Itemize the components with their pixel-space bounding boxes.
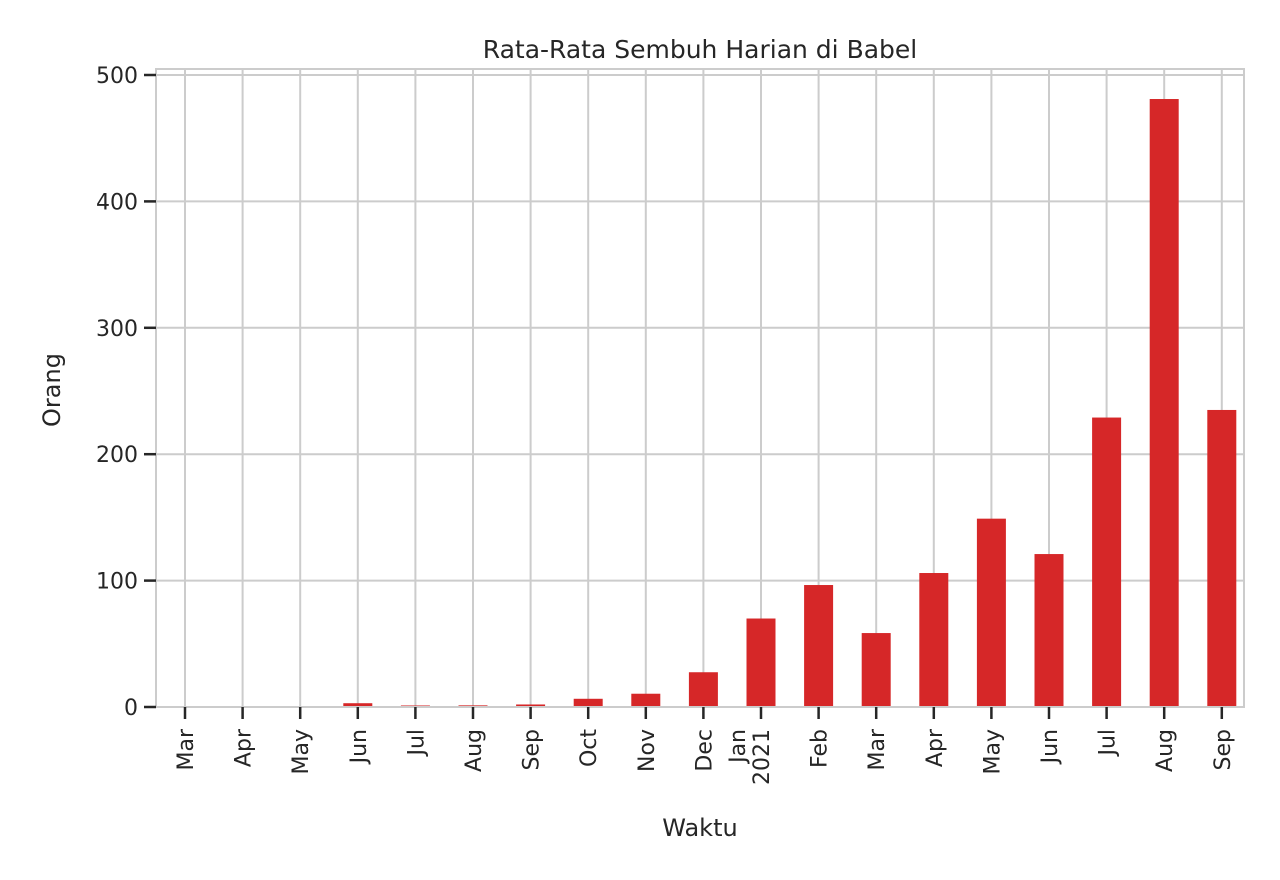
x-tick-label-line: Sep: [1211, 729, 1236, 770]
x-tick-label: Mar: [865, 728, 890, 770]
x-tick-label-line: May: [289, 729, 314, 774]
chart-title: Rata-Rata Sembuh Harian di Babel: [483, 35, 918, 64]
x-tick-label-line: Aug: [462, 729, 487, 772]
x-tick-label: Nov: [635, 729, 660, 772]
bar: [919, 573, 949, 707]
x-tick-label-line: Apr: [923, 728, 948, 767]
x-tick-label: Aug: [462, 729, 487, 772]
x-tick-label-line: 2021: [750, 729, 775, 785]
ticks: 0 100 200 300 400 500 Mar Apr May Jun Jul Aug Sep Oct…: [96, 64, 1236, 785]
x-tick-label: Jul: [404, 729, 429, 758]
x-tick-label-line: Dec: [692, 729, 717, 772]
y-tick-label: 200: [96, 443, 138, 468]
y-tick-label: 400: [96, 190, 138, 215]
x-tick-label: Jul: [1096, 729, 1121, 758]
x-tick-label-line: Nov: [635, 729, 660, 772]
bar: [1207, 409, 1237, 707]
bar: [1034, 554, 1064, 707]
bar: [746, 618, 776, 707]
y-tick-label: 500: [96, 64, 138, 89]
x-tick-label-line: Jan: [726, 729, 751, 765]
x-tick-label-line: Aug: [1153, 729, 1178, 772]
bar: [516, 704, 546, 707]
x-tick-label-line: Mar: [174, 728, 199, 770]
x-tick-label: Feb: [808, 729, 833, 768]
bar: [573, 698, 603, 707]
bar: [976, 518, 1006, 707]
bar: [1149, 99, 1179, 708]
bar: [688, 672, 718, 707]
x-tick-label: May: [980, 729, 1005, 774]
x-tick-label: Apr: [923, 728, 948, 767]
plot-frame: [155, 68, 1245, 708]
x-tick-label-line: Jun: [347, 729, 372, 765]
bar: [861, 633, 891, 707]
x-tick-label: Jun: [347, 729, 372, 765]
y-axis-label: Orang: [38, 353, 66, 427]
x-tick-label-line: May: [980, 729, 1005, 774]
x-tick-label-line: Jun: [1038, 729, 1063, 765]
x-tick-label-line: Apr: [232, 728, 257, 767]
x-tick-label-line: Feb: [808, 729, 833, 768]
x-tick-label: Sep: [520, 729, 545, 770]
x-tick-label: May: [289, 729, 314, 774]
x-tick-label: Jun: [1038, 729, 1063, 765]
x-tick-label: Apr: [232, 728, 257, 767]
y-tick-label: 100: [96, 570, 138, 595]
bar: [631, 693, 661, 707]
x-tick-label-line: Jul: [404, 729, 429, 758]
y-tick-label: 300: [96, 317, 138, 342]
x-tick-label-line: Oct: [577, 729, 602, 767]
bar: [343, 703, 373, 707]
x-tick-label: Oct: [577, 729, 602, 767]
x-tick-label: Mar: [174, 728, 199, 770]
x-tick-label: Dec: [692, 729, 717, 772]
bar: [804, 585, 834, 707]
bar: [1092, 417, 1122, 707]
bars: [285, 99, 1237, 708]
x-tick-label-line: Jul: [1096, 729, 1121, 758]
grid: [156, 69, 1244, 708]
x-axis-label: Waktu: [662, 814, 737, 842]
x-tick-label: Jan 2021: [726, 729, 775, 785]
x-tick-label-line: Mar: [865, 728, 890, 770]
x-tick-label: Sep: [1211, 729, 1236, 770]
y-tick-label: 0: [124, 696, 138, 721]
x-tick-label: Aug: [1153, 729, 1178, 772]
x-tick-label-line: Sep: [520, 729, 545, 770]
